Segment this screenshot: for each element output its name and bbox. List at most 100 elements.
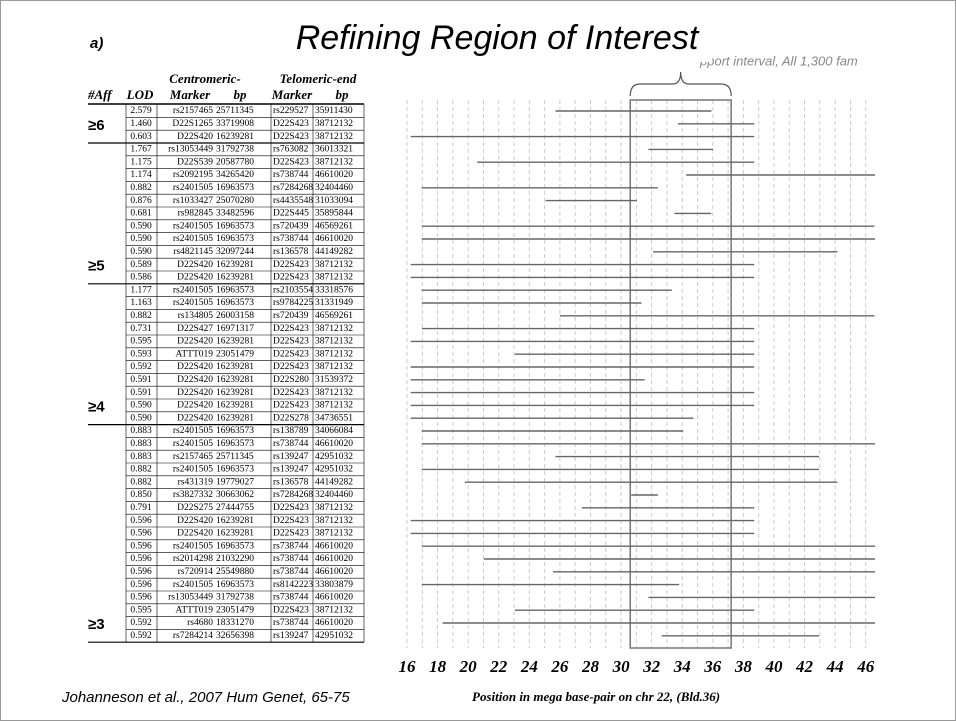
header: bp bbox=[234, 87, 248, 102]
bp: 16963573 bbox=[216, 221, 254, 231]
marker: D22S445 bbox=[273, 209, 309, 219]
bp: 38712132 bbox=[315, 349, 353, 359]
bp: 30663062 bbox=[216, 490, 254, 500]
title: Refining Region of Interest bbox=[296, 19, 700, 57]
bp: 38712132 bbox=[315, 337, 353, 347]
marker: rs13053449 bbox=[168, 593, 213, 603]
bp: 32404460 bbox=[315, 183, 353, 193]
lod: 0.883 bbox=[130, 439, 152, 449]
lod: 0.591 bbox=[130, 388, 152, 398]
x-axis-label: Position in mega base-pair on chr 22, (B… bbox=[472, 689, 720, 704]
lod: 0.589 bbox=[130, 260, 152, 270]
bp: 38712132 bbox=[315, 503, 353, 513]
group-label: ≥6 bbox=[88, 117, 105, 134]
bp: 46610020 bbox=[315, 170, 353, 180]
lod: 0.596 bbox=[130, 567, 152, 577]
lod: 2.579 bbox=[130, 106, 152, 116]
bp: 32097244 bbox=[216, 247, 254, 257]
bp: 38712132 bbox=[315, 388, 353, 398]
bp: 16239281 bbox=[216, 388, 254, 398]
marker: rs720439 bbox=[273, 311, 309, 321]
marker: rs136578 bbox=[273, 247, 309, 257]
marker: D22S420 bbox=[177, 362, 213, 372]
bp: 42951032 bbox=[315, 465, 353, 475]
lod: 1.767 bbox=[130, 145, 152, 155]
bp: 46610020 bbox=[315, 234, 353, 244]
bp: 31792738 bbox=[216, 145, 254, 155]
marker: rs1033427 bbox=[173, 196, 213, 206]
bp: 16239281 bbox=[216, 375, 254, 385]
lod: 0.791 bbox=[130, 503, 152, 513]
marker: D22S427 bbox=[177, 324, 213, 334]
bp: 16239281 bbox=[216, 337, 254, 347]
lod: 0.596 bbox=[130, 529, 152, 539]
marker: D22S420 bbox=[177, 260, 213, 270]
bp: 38712132 bbox=[315, 516, 353, 526]
group-label: ≥4 bbox=[88, 398, 105, 415]
lod: 0.590 bbox=[130, 413, 152, 423]
group-label: ≥5 bbox=[88, 258, 105, 275]
marker: rs2401505 bbox=[173, 580, 213, 590]
title-backdrop bbox=[300, 18, 712, 62]
bp: 38712132 bbox=[315, 260, 353, 270]
x-tick-label: 34 bbox=[673, 657, 691, 676]
bp: 16239281 bbox=[216, 260, 254, 270]
bp: 36013321 bbox=[315, 145, 353, 155]
x-tick-label: 28 bbox=[581, 657, 600, 676]
lod: 0.731 bbox=[130, 324, 152, 334]
marker: rs139247 bbox=[273, 465, 309, 475]
lod: 0.586 bbox=[130, 273, 152, 283]
lod: 0.596 bbox=[130, 593, 152, 603]
bp: 46610020 bbox=[315, 567, 353, 577]
bp: 46610020 bbox=[315, 554, 353, 564]
bp: 35895844 bbox=[315, 209, 353, 219]
bp: 25549880 bbox=[216, 567, 254, 577]
bp: 16971317 bbox=[216, 324, 254, 334]
marker: rs982845 bbox=[178, 209, 214, 219]
bp: 38712132 bbox=[315, 362, 353, 372]
marker: rs2401505 bbox=[173, 298, 213, 308]
marker: rs720914 bbox=[178, 567, 214, 577]
lod: 0.592 bbox=[130, 362, 152, 372]
bp: 33719908 bbox=[216, 119, 254, 129]
marker: rs2157465 bbox=[173, 452, 213, 462]
marker: D22S423 bbox=[273, 273, 309, 283]
marker: rs8142223 bbox=[273, 580, 313, 590]
x-tick-label: 20 bbox=[459, 657, 478, 676]
bp: 16963573 bbox=[216, 234, 254, 244]
lod: 1.163 bbox=[130, 298, 152, 308]
lod: 0.596 bbox=[130, 554, 152, 564]
lod: 0.595 bbox=[130, 337, 152, 347]
marker: D22S420 bbox=[177, 337, 213, 347]
lod: 0.596 bbox=[130, 516, 152, 526]
bp: 31792738 bbox=[216, 593, 254, 603]
marker: D22S420 bbox=[177, 375, 213, 385]
bp: 35911430 bbox=[315, 106, 353, 116]
bp: 32656398 bbox=[216, 631, 254, 641]
bp: 42951032 bbox=[315, 631, 353, 641]
marker: rs738744 bbox=[273, 567, 309, 577]
marker: rs9784225 bbox=[273, 298, 313, 308]
header: Marker bbox=[169, 87, 211, 102]
header: LOD bbox=[126, 87, 154, 102]
bp: 25711345 bbox=[216, 452, 254, 462]
bp: 34066084 bbox=[315, 426, 353, 436]
bp: 42951032 bbox=[315, 452, 353, 462]
marker: D22S539 bbox=[177, 157, 213, 167]
x-tick-label: 30 bbox=[612, 657, 631, 676]
marker: D22S420 bbox=[177, 388, 213, 398]
lod: 1.460 bbox=[130, 119, 152, 129]
bp: 32404460 bbox=[315, 490, 353, 500]
marker: rs738744 bbox=[273, 593, 309, 603]
marker: ATTT019 bbox=[176, 605, 214, 615]
lod: 0.883 bbox=[130, 452, 152, 462]
marker: D22S423 bbox=[273, 503, 309, 513]
bp: 16239281 bbox=[216, 401, 254, 411]
marker: rs2103554 bbox=[273, 285, 313, 295]
marker: rs4821145 bbox=[173, 247, 213, 257]
marker: D22S420 bbox=[177, 273, 213, 283]
x-tick-label: 18 bbox=[429, 657, 447, 676]
marker: D22S420 bbox=[177, 516, 213, 526]
bp: 16239281 bbox=[216, 529, 254, 539]
panel-label: a) bbox=[90, 35, 103, 52]
